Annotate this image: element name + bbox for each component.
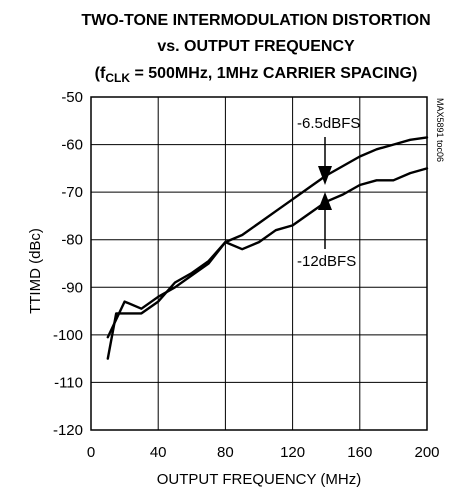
x-tick-labels: 0 40 80 120 160 200 — [87, 444, 440, 461]
y-tick-labels: -50 -60 -70 -80 -90 -100 -110 -120 — [53, 89, 83, 439]
x-tick-label: 80 — [217, 444, 234, 461]
plot-frame — [90, 96, 428, 431]
subtitle-subscript: CLK — [105, 71, 130, 85]
x-tick-label: 0 — [87, 444, 95, 461]
annotation-6-5dbfs-arrowhead — [318, 166, 332, 185]
y-tick-label: -80 — [61, 232, 83, 249]
annotation-12dbfs-label: -12dBFS — [297, 253, 356, 270]
part-number: MAX5891 toc06 — [435, 98, 445, 162]
y-tick-label: -90 — [61, 279, 83, 296]
x-tick-label: 120 — [280, 444, 305, 461]
x-tick-label: 200 — [414, 444, 439, 461]
chart-subtitle: (fCLK = 500MHz, 1MHz CARRIER SPACING) — [95, 65, 418, 85]
chart-title-line-1: TWO-TONE INTERMODULATION DISTORTION — [81, 12, 430, 29]
x-tick-label: 40 — [150, 444, 167, 461]
y-tick-label: -120 — [53, 422, 83, 439]
series-line-6-5dbfs — [106, 136, 429, 339]
annotation-6-5dbfs: -6.5dBFS — [297, 115, 360, 185]
y-axis-label: TTIMD (dBc) — [27, 228, 44, 314]
series-line-12dbfs — [106, 167, 429, 360]
subtitle-rest: = 500MHz, 1MHz CARRIER SPACING) — [130, 65, 417, 82]
y-tick-label: -50 — [61, 89, 83, 106]
annotation-12dbfs: -12dBFS — [297, 192, 356, 270]
x-axis-label: OUTPUT FREQUENCY (MHz) — [157, 471, 361, 488]
chart-title: TWO-TONE INTERMODULATION DISTORTION vs. … — [81, 12, 430, 85]
x-tick-label: 160 — [347, 444, 372, 461]
y-tick-label: -100 — [53, 327, 83, 344]
y-tick-label: -70 — [61, 184, 83, 201]
y-tick-label: -110 — [54, 374, 83, 391]
subtitle-open: (f — [95, 65, 106, 82]
annotation-12dbfs-arrowhead — [318, 192, 332, 210]
series-lines — [106, 136, 429, 360]
y-tick-label: -60 — [61, 137, 83, 154]
grid — [91, 97, 427, 430]
chart-title-line-2: vs. OUTPUT FREQUENCY — [157, 38, 355, 55]
annotation-6-5dbfs-label: -6.5dBFS — [297, 115, 360, 132]
